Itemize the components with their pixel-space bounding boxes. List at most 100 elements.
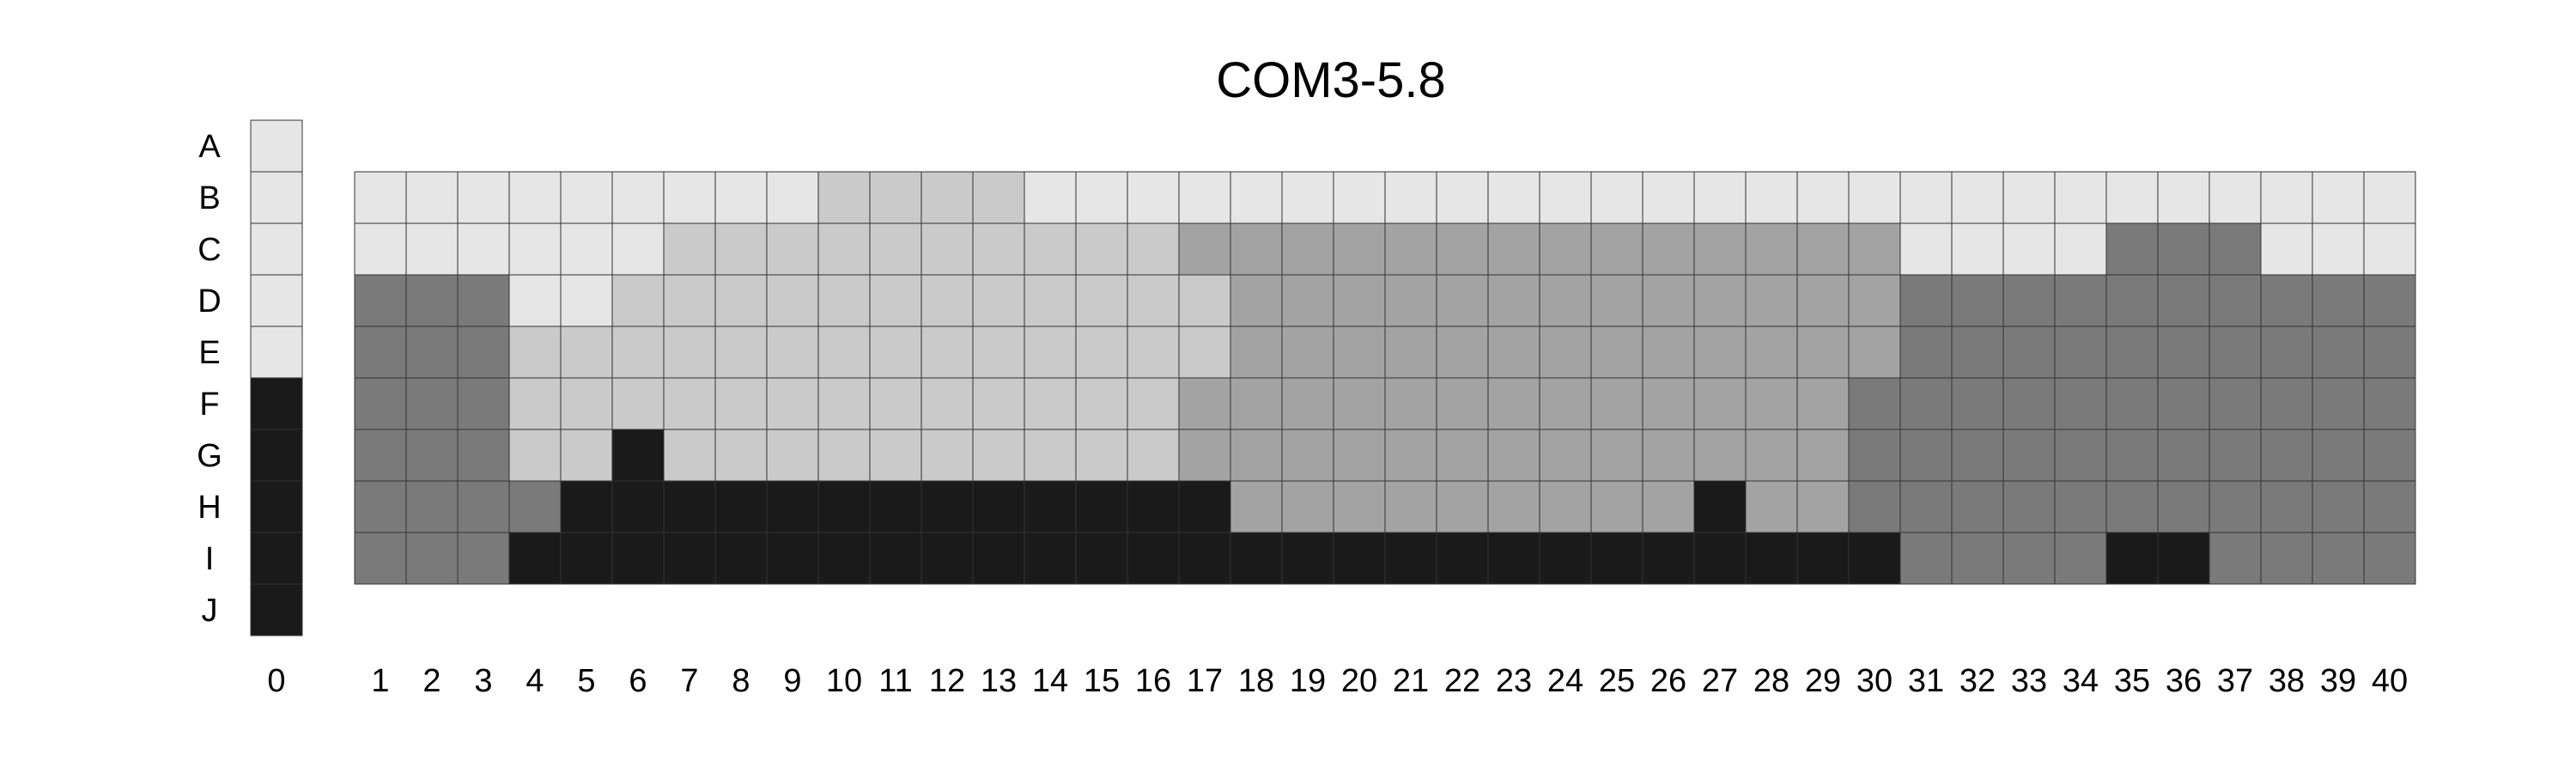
col-label-3: 3 [474, 663, 492, 699]
col-label-38: 38 [2269, 663, 2305, 699]
cell-e-37 [2208, 326, 2262, 379]
cell-i-2 [405, 532, 459, 585]
cell-g-29 [1796, 429, 1850, 482]
cell-i-3 [457, 532, 510, 585]
cell-d-11 [869, 274, 922, 327]
cell-d-37 [2208, 274, 2262, 327]
cell-b-6 [611, 171, 665, 224]
col-label-10: 10 [826, 663, 862, 699]
cell-f-32 [1951, 377, 2004, 430]
cell-d-9 [766, 274, 819, 327]
cell-g-11 [869, 429, 922, 482]
key-cell-f [250, 377, 303, 430]
cell-b-1 [354, 171, 407, 224]
row-label-b: B [198, 180, 220, 216]
cell-e-32 [1951, 326, 2004, 379]
cell-b-34 [2054, 171, 2107, 224]
cell-h-39 [2312, 480, 2365, 533]
cell-i-14 [1024, 532, 1077, 585]
col-label-1: 1 [371, 663, 389, 699]
cell-g-21 [1384, 429, 1437, 482]
cell-g-33 [2002, 429, 2056, 482]
cell-d-40 [2363, 274, 2416, 327]
cell-b-38 [2260, 171, 2313, 224]
cell-c-4 [508, 222, 562, 276]
col-label-8: 8 [732, 663, 750, 699]
cell-h-23 [1487, 480, 1540, 533]
cell-c-14 [1024, 222, 1077, 276]
cell-i-9 [766, 532, 819, 585]
cell-f-13 [972, 377, 1025, 430]
cell-g-14 [1024, 429, 1077, 482]
cell-h-35 [2105, 480, 2159, 533]
col-label-34: 34 [2063, 663, 2099, 699]
row-label-e: E [198, 335, 220, 371]
cell-h-14 [1024, 480, 1077, 533]
cell-f-29 [1796, 377, 1850, 430]
cell-e-8 [714, 326, 768, 379]
cell-d-18 [1230, 274, 1283, 327]
cell-d-13 [972, 274, 1025, 327]
col-label-2: 2 [422, 663, 440, 699]
cell-c-18 [1230, 222, 1283, 276]
cell-h-3 [457, 480, 510, 533]
cell-h-33 [2002, 480, 2056, 533]
cell-f-24 [1539, 377, 1592, 430]
cell-e-7 [663, 326, 716, 379]
cell-e-25 [1590, 326, 1643, 379]
cell-i-11 [869, 532, 922, 585]
cell-d-32 [1951, 274, 2004, 327]
cell-b-17 [1178, 171, 1231, 224]
cell-b-23 [1487, 171, 1540, 224]
cell-e-16 [1127, 326, 1180, 379]
cell-i-23 [1487, 532, 1540, 585]
cell-h-21 [1384, 480, 1437, 533]
cell-c-3 [457, 222, 510, 276]
cell-h-4 [508, 480, 562, 533]
cell-f-37 [2208, 377, 2262, 430]
cell-i-4 [508, 532, 562, 585]
cell-b-27 [1693, 171, 1747, 224]
cell-f-21 [1384, 377, 1437, 430]
cell-g-31 [1899, 429, 1953, 482]
cell-d-10 [817, 274, 871, 327]
cell-f-4 [508, 377, 562, 430]
cell-i-39 [2312, 532, 2365, 585]
cell-c-22 [1436, 222, 1489, 276]
cell-i-1 [354, 532, 407, 585]
cell-e-38 [2260, 326, 2313, 379]
cell-g-15 [1075, 429, 1128, 482]
cell-d-33 [2002, 274, 2056, 327]
col-label-19: 19 [1290, 663, 1326, 699]
cell-g-9 [766, 429, 819, 482]
cell-c-13 [972, 222, 1025, 276]
cell-b-40 [2363, 171, 2416, 224]
cell-c-6 [611, 222, 665, 276]
cell-b-4 [508, 171, 562, 224]
cell-d-39 [2312, 274, 2365, 327]
cell-g-17 [1178, 429, 1231, 482]
cell-f-35 [2105, 377, 2159, 430]
key-cell-d [250, 274, 303, 327]
cell-e-4 [508, 326, 562, 379]
cell-i-30 [1848, 532, 1901, 585]
cell-h-20 [1333, 480, 1386, 533]
cell-i-31 [1899, 532, 1953, 585]
cell-g-16 [1127, 429, 1180, 482]
col-label-0: 0 [267, 663, 285, 699]
cell-d-15 [1075, 274, 1128, 327]
cell-c-38 [2260, 222, 2313, 276]
row-label-i: I [205, 541, 215, 577]
cell-h-38 [2260, 480, 2313, 533]
cell-e-36 [2157, 326, 2210, 379]
cell-c-31 [1899, 222, 1953, 276]
cell-c-23 [1487, 222, 1540, 276]
cell-b-12 [920, 171, 974, 224]
cell-f-33 [2002, 377, 2056, 430]
cell-i-38 [2260, 532, 2313, 585]
cell-e-9 [766, 326, 819, 379]
cell-g-13 [972, 429, 1025, 482]
cell-e-22 [1436, 326, 1489, 379]
cell-g-34 [2054, 429, 2107, 482]
